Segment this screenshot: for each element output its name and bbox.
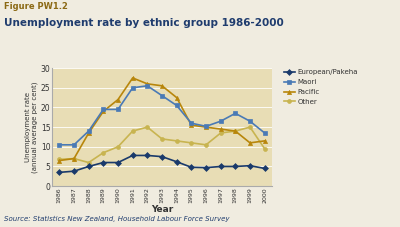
X-axis label: Year: Year — [151, 205, 173, 214]
Text: Source: Statistics New Zealand, Household Labour Force Survey: Source: Statistics New Zealand, Househol… — [4, 216, 230, 222]
Text: Unemployment rate by ethnic group 1986-2000: Unemployment rate by ethnic group 1986-2… — [4, 18, 284, 28]
Legend: European/Pakeha, Maori, Pacific, Other: European/Pakeha, Maori, Pacific, Other — [284, 69, 358, 105]
Text: Figure PW1.2: Figure PW1.2 — [4, 2, 68, 11]
Y-axis label: Unemployment rate
(annual average per cent): Unemployment rate (annual average per ce… — [24, 81, 38, 173]
